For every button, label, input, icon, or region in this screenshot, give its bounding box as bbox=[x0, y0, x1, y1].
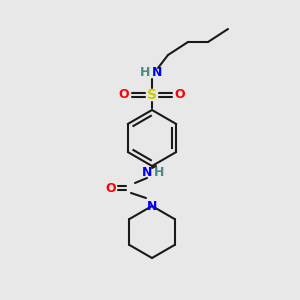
Text: N: N bbox=[147, 200, 157, 212]
Text: O: O bbox=[106, 182, 116, 194]
Text: O: O bbox=[175, 88, 185, 101]
Text: N: N bbox=[142, 167, 152, 179]
Text: S: S bbox=[147, 88, 157, 102]
Text: H: H bbox=[140, 65, 150, 79]
Text: N: N bbox=[152, 65, 162, 79]
Text: H: H bbox=[154, 167, 164, 179]
Text: O: O bbox=[119, 88, 129, 101]
